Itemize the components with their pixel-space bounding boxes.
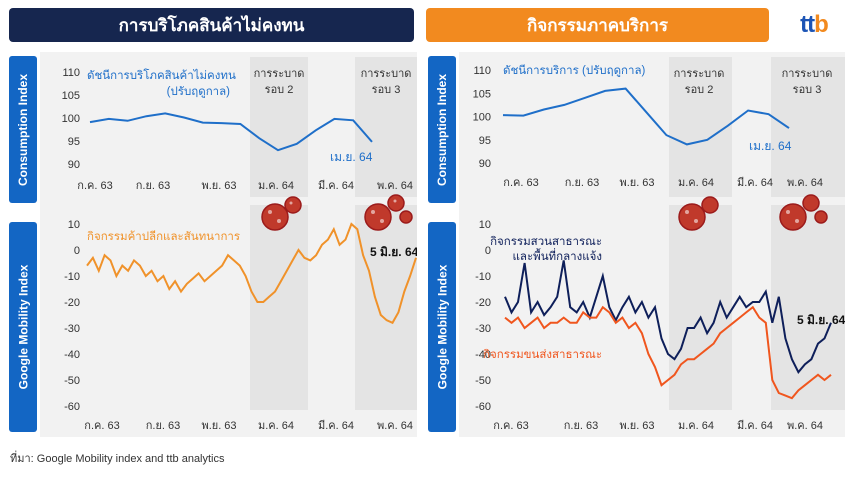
y-tick-label: -40 <box>475 349 491 361</box>
y-tick-label: 0 <box>485 245 491 257</box>
wave2-label-line2: รอบ 2 <box>265 84 294 96</box>
x-tick-label: พ.ค. 64 <box>787 177 823 189</box>
x-tick-label: มี.ค. 64 <box>318 419 354 432</box>
annotation-5jun64: 5 มิ.ย. 64 <box>797 313 845 327</box>
y-tick-label: -20 <box>475 297 491 309</box>
virus-icon <box>364 194 413 231</box>
wave3-label-line1: การระบาด <box>361 68 412 80</box>
series-line-1 <box>504 305 832 400</box>
y-tick-label: 95 <box>68 136 80 148</box>
x-tick-label: พ.ค. 64 <box>377 180 413 192</box>
y-tick-label: 105 <box>62 90 80 102</box>
legend-label-0: กิจกรรมค้าปลีกและสันทนาการ <box>87 230 240 243</box>
x-tick-label: พ.ย. 63 <box>201 420 236 432</box>
x-tick-label: ม.ค. 64 <box>258 180 294 192</box>
wave3-label-line1: การระบาด <box>782 68 833 80</box>
side-label-consumption-left: Consumption Index <box>9 56 37 203</box>
y-tick-label: 100 <box>62 113 80 125</box>
y-tick-label: -40 <box>64 349 80 361</box>
left-section-title: การบริโภคสินค้าไม่คงทน <box>9 8 414 42</box>
y-tick-label: 10 <box>479 219 491 231</box>
x-tick-label: ม.ค. 64 <box>678 177 714 189</box>
y-tick-label: -60 <box>475 401 491 413</box>
x-tick-label: ม.ค. 64 <box>678 420 714 432</box>
wave3-label-line2: รอบ 3 <box>793 84 822 96</box>
x-tick-label: ก.ค. 63 <box>493 420 528 432</box>
wave2-label-line2: รอบ 2 <box>685 84 714 96</box>
annotation-apr64: เม.ย. 64 <box>749 139 792 153</box>
x-tick-label: ก.ย. 63 <box>146 420 181 432</box>
y-tick-label: 90 <box>68 159 80 171</box>
wave3-label-line2: รอบ 3 <box>372 84 401 96</box>
x-tick-label: ก.ย. 63 <box>136 180 171 192</box>
series-line-0 <box>502 87 790 146</box>
x-tick-label: พ.ค. 64 <box>787 420 823 432</box>
x-tick-label: มี.ค. 64 <box>318 179 354 192</box>
series-line-0 <box>86 222 417 325</box>
side-label-mobility-left: Google Mobility Index <box>9 222 37 432</box>
x-tick-label: พ.ย. 63 <box>619 177 654 189</box>
virus-icon <box>261 196 302 231</box>
services-consumption-chart: การระบาด รอบ 2 การระบาด รอบ 3 110 105 100 9… <box>459 52 845 204</box>
legend-label-0: กิจกรรมสวนสาธารณะและพื้นที่กลางแจ้ง <box>490 235 602 263</box>
virus-icon <box>779 194 828 231</box>
public-mobility-chart: 10 0 -10 -20 -30 -40 -50 -60 ก.ค. 63 ก.ย. 63 พ.ย.… <box>459 205 845 437</box>
y-tick-label: 110 <box>473 65 491 77</box>
x-tick-label: ก.ค. 63 <box>77 180 112 192</box>
x-tick-label: ก.ค. 63 <box>84 420 119 432</box>
side-label-mobility-right: Google Mobility Index <box>428 222 456 432</box>
wave2-label-line1: การระบาด <box>674 68 725 80</box>
y-tick-label: -50 <box>475 375 491 387</box>
wave2-label-line1: การระบาด <box>254 68 305 80</box>
wave3-shade <box>771 57 845 197</box>
series-line-0 <box>504 260 832 375</box>
y-tick-label: 0 <box>74 245 80 257</box>
x-tick-label: พ.ค. 64 <box>377 420 413 432</box>
wave3-shade <box>355 57 417 197</box>
y-tick-label: 95 <box>479 135 491 147</box>
y-tick-label: -10 <box>475 271 491 283</box>
virus-icon <box>678 196 719 231</box>
series-line-0 <box>89 112 373 152</box>
annotation-apr64: เม.ย. 64 <box>330 150 373 164</box>
y-tick-label: -10 <box>64 271 80 283</box>
x-tick-label: มี.ค. 64 <box>737 176 773 189</box>
x-tick-label: ก.ค. 63 <box>503 177 538 189</box>
right-section-title: กิจกรรมภาคบริการ <box>426 8 769 42</box>
y-tick-label: -60 <box>64 401 80 413</box>
legend-label-1: กิจกรรมขนส่งสาธารณะ <box>483 348 602 361</box>
retail-mobility-chart: 10 0 -10 -20 -30 -40 -50 -60 ก.ค. 63 ก.ย. 63 พ.ย.… <box>40 205 417 437</box>
source-note: ที่มา: Google Mobility index and ttb ana… <box>10 453 225 465</box>
annotation-5jun64: 5 มิ.ย. 64 <box>370 245 417 259</box>
y-tick-label: 10 <box>68 219 80 231</box>
x-tick-label: พ.ย. 63 <box>201 180 236 192</box>
y-tick-label: -50 <box>64 375 80 387</box>
y-tick-label: 100 <box>473 112 491 124</box>
y-tick-label: -20 <box>64 297 80 309</box>
legend-label-0: ดัชนีการบริโภคสินค้าไม่คงทน(ปรับฤดูกาล) <box>87 68 236 98</box>
x-tick-label: ก.ย. 63 <box>564 420 599 432</box>
x-tick-label: พ.ย. 63 <box>619 420 654 432</box>
y-tick-label: 90 <box>479 158 491 170</box>
wave2-shade <box>669 57 732 197</box>
wave3-shade <box>355 205 417 410</box>
y-tick-label: -30 <box>475 323 491 335</box>
wave2-shade <box>250 57 308 197</box>
x-tick-label: ม.ค. 64 <box>258 420 294 432</box>
ttb-logo: tt b <box>800 11 829 38</box>
legend-label-0: ดัชนีการบริการ (ปรับฤดูกาล) <box>503 64 646 77</box>
y-tick-label: -30 <box>64 323 80 335</box>
side-label-consumption-right: Consumption Index <box>428 56 456 203</box>
x-tick-label: ก.ย. 63 <box>565 177 600 189</box>
y-tick-label: 110 <box>62 67 80 79</box>
wave3-shade <box>771 205 845 410</box>
y-tick-label: 105 <box>473 88 491 100</box>
x-tick-label: มี.ค. 64 <box>737 419 773 432</box>
goods-consumption-chart: การระบาด รอบ 2 การระบาด รอบ 3 110 105 100 9… <box>40 52 417 204</box>
wave2-shade <box>250 205 308 410</box>
